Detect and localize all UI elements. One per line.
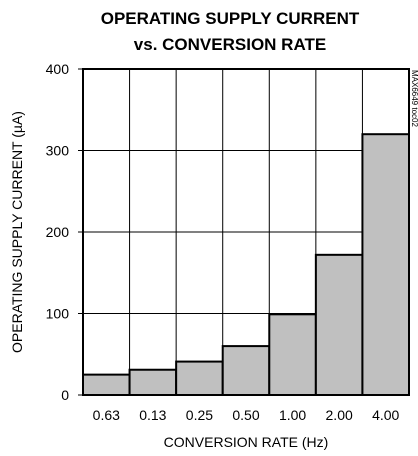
figure-code: MAX6649 toc02 — [410, 70, 418, 127]
x-tick-label: 0.50 — [232, 407, 259, 423]
x-tick-label: 0.25 — [186, 407, 213, 423]
bar-2.00 — [314, 253, 364, 396]
bar-1.00 — [268, 313, 317, 396]
bar-0.63 — [82, 373, 131, 396]
x-tick-label: 2.00 — [326, 407, 353, 423]
chart-title-line1: OPERATING SUPPLY CURRENT — [101, 9, 360, 28]
bars — [82, 133, 410, 397]
x-tick-label: 0.63 — [93, 407, 120, 423]
x-tick-label: 1.00 — [279, 407, 306, 423]
x-tick-label: 4.00 — [372, 407, 399, 423]
y-tick-label: 300 — [46, 143, 70, 159]
y-tick-labels: 0 100 200 300 400 — [46, 61, 83, 403]
bar-0.25 — [175, 360, 224, 396]
y-axis-label: OPERATING SUPPLY CURRENT (µA) — [9, 111, 25, 353]
y-tick-label: 400 — [46, 61, 70, 77]
bar-0.13 — [128, 368, 178, 396]
y-tick-label: 100 — [46, 306, 70, 322]
y-tick-label: 200 — [46, 224, 70, 240]
chart-title-line2: vs. CONVERSION RATE — [134, 35, 326, 54]
bar-0.50 — [221, 345, 271, 397]
x-tick-labels: 0.63 0.13 0.25 0.50 1.00 2.00 4.00 — [93, 407, 400, 423]
x-tick-label: 0.13 — [139, 407, 166, 423]
x-axis-label: CONVERSION RATE (Hz) — [164, 434, 329, 450]
y-tick-label: 0 — [61, 387, 69, 403]
bar-4.00 — [361, 133, 410, 396]
